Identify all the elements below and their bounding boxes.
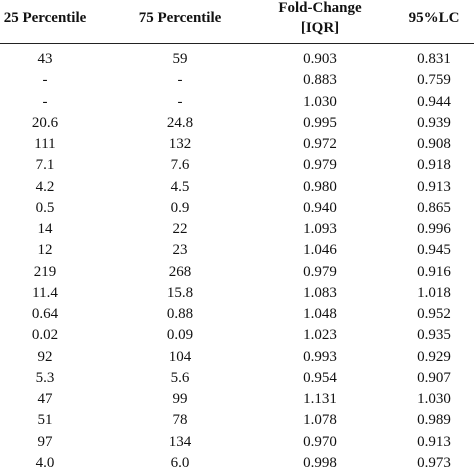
table-cell: 7.6 (170, 157, 190, 174)
table-cell: 0.973 (417, 454, 451, 471)
table-cell: 0.883 (303, 72, 337, 89)
table-cell: 43 (37, 51, 53, 67)
table-cell: 0.980 (303, 178, 337, 195)
table-cell: 268 (168, 263, 192, 280)
table-cell: 14 (37, 221, 53, 238)
table-cell: 0.954 (303, 369, 337, 386)
table-cell: 1.048 (303, 306, 337, 323)
table-cell: 0.918 (417, 157, 451, 174)
header-rule (0, 43, 474, 44)
table-cell: 0.952 (417, 306, 451, 323)
table-cell: 132 (168, 136, 192, 153)
table-cell: 6.0 (170, 454, 190, 471)
table-cell: 0.940 (303, 199, 337, 216)
table-cell: 0.865 (417, 199, 451, 216)
table-cell: 0.64 (31, 306, 59, 323)
table-cell: 0.998 (303, 454, 337, 471)
table-cell: 0.759 (417, 72, 451, 89)
table-cell: 0.5 (35, 199, 55, 216)
table-cell: 0.939 (417, 114, 451, 131)
table-cell: 111 (34, 136, 56, 153)
column-header: 25 Percentile (3, 10, 87, 26)
table-cell: 4.0 (35, 454, 55, 471)
table-cell: - (42, 93, 48, 110)
column-header: 75 Percentile (138, 10, 222, 26)
table-cell: 1.030 (417, 391, 451, 408)
table-cell: 0.831 (417, 51, 451, 67)
table-cell: 0.979 (303, 157, 337, 174)
table-cell: 1.083 (303, 284, 337, 301)
table-cell: 4.2 (35, 178, 55, 195)
table-cell: 5.6 (170, 369, 190, 386)
table-cell: 22 (172, 221, 188, 238)
table-cell: 1.131 (303, 391, 337, 408)
table-cell: 0.996 (417, 221, 451, 238)
table-cell: 0.944 (417, 93, 451, 110)
table-cell: 0.979 (303, 263, 337, 280)
table-cell: - (42, 72, 48, 89)
table-cell: 0.88 (166, 306, 194, 323)
table-cell: 1.046 (303, 242, 337, 259)
table-cell: 0.935 (417, 327, 451, 344)
table-cell: 0.995 (303, 114, 337, 131)
table-cell: - (177, 93, 183, 110)
table-cell: 0.908 (417, 136, 451, 153)
table-cell: - (177, 72, 183, 89)
column-header: 95%LC (408, 10, 460, 26)
table-cell: 219 (33, 263, 57, 280)
table-cell: 104 (168, 348, 192, 365)
table-cell: 1.093 (303, 221, 337, 238)
table-cell: 5.3 (35, 369, 55, 386)
table-cell: 51 (37, 412, 53, 429)
table-cell: 0.9 (170, 199, 190, 216)
table-cell: 0.09 (166, 327, 194, 344)
table-cell: 1.018 (417, 284, 451, 301)
table-cell: 4.5 (170, 178, 190, 195)
table-cell: 0.929 (417, 348, 451, 365)
table-cell: 11.4 (32, 284, 58, 301)
table-cell: 0.903 (303, 51, 337, 67)
table-cell: 0.916 (417, 263, 451, 280)
table-cell: 0.913 (417, 178, 451, 195)
table-cell: 0.945 (417, 242, 451, 259)
table-cell: 0.907 (417, 369, 451, 386)
table-cell: 24.8 (166, 114, 194, 131)
table-cell: 92 (37, 348, 53, 365)
table-cell: 0.02 (31, 327, 59, 344)
table-cell: 59 (172, 51, 188, 67)
table-cell: 47 (37, 391, 53, 408)
table-cell: 12 (37, 242, 53, 259)
table-cell: 78 (172, 412, 188, 429)
table-cell: 7.1 (35, 157, 55, 174)
table-cell: 23 (172, 242, 188, 259)
table-cell: 0.970 (303, 433, 337, 450)
table-cell: 0.993 (303, 348, 337, 365)
table-cell: 0.913 (417, 433, 451, 450)
table-cell: 1.078 (303, 412, 337, 429)
table-cell: 15.8 (166, 284, 194, 301)
table-cell: 0.972 (303, 136, 337, 153)
table-cell: 134 (168, 433, 192, 450)
table-cell: 1.023 (303, 327, 337, 344)
table-cell: 20.6 (31, 114, 59, 131)
table-cell: 99 (172, 391, 188, 408)
table-cell: 1.030 (303, 93, 337, 110)
table-cell: 0.989 (417, 412, 451, 429)
table-cell: 97 (37, 433, 53, 450)
column-header: Fold-Change [IQR] (278, 0, 362, 36)
